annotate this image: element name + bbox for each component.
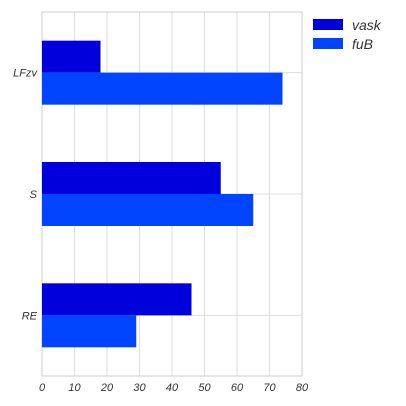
bar-fuB-RE <box>42 315 137 348</box>
legend-swatch-vask <box>313 19 343 30</box>
x-tick-label: 60 <box>231 382 244 394</box>
x-tick-label: 80 <box>296 382 309 394</box>
y-tick-label: S <box>30 189 38 201</box>
legend-label-fuB: fuB <box>352 36 373 52</box>
x-tick-label: 0 <box>39 382 46 394</box>
x-axis-tick-labels: 0 10 20 30 40 50 60 70 80 <box>39 382 309 394</box>
x-tick-label: 20 <box>100 382 114 394</box>
bar-fuB-LFzv <box>42 72 283 105</box>
bars <box>42 40 283 348</box>
y-tick-label: RE <box>22 310 38 322</box>
bar-vask-RE <box>42 283 192 316</box>
bar-vask-S <box>42 162 221 194</box>
legend-swatch-fuB <box>313 38 343 49</box>
y-tick-label: LFzv <box>13 68 38 80</box>
x-tick-label: 50 <box>198 382 211 394</box>
bar-vask-LFzv <box>42 40 101 73</box>
legend-label-vask: vask <box>352 17 382 33</box>
legend: vask fuB <box>313 17 382 52</box>
x-tick-label: 40 <box>166 382 179 394</box>
y-axis-tick-labels: LFzv S RE <box>13 68 38 323</box>
x-tick-label: 10 <box>68 382 81 394</box>
bar-fuB-S <box>42 194 254 226</box>
x-tick-label: 30 <box>133 382 146 394</box>
x-tick-label: 70 <box>263 382 276 394</box>
